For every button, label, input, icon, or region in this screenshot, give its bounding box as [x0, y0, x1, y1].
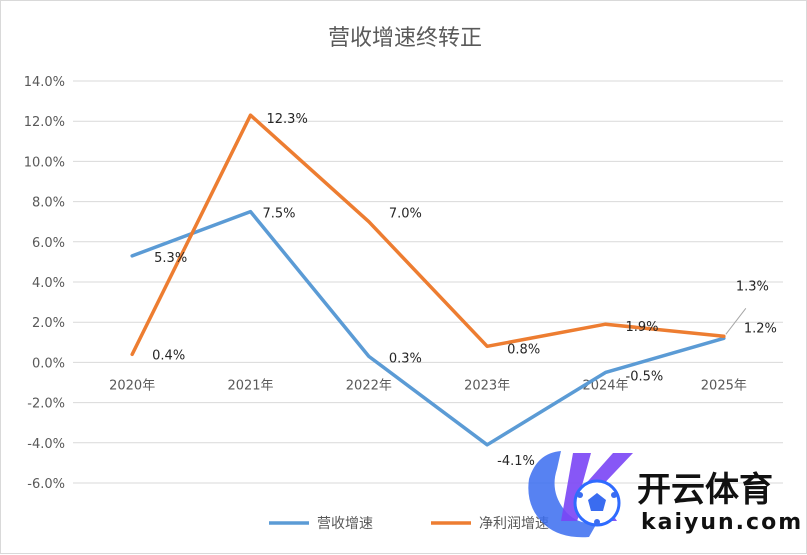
chart-title: 营收增速终转正: [328, 26, 482, 51]
y-tick-label: 0.0%: [32, 356, 65, 371]
x-tick-label: 2020年: [109, 378, 155, 393]
y-tick-label: 8.0%: [32, 196, 65, 211]
series-line-2: [130, 113, 726, 357]
data-label: 1.9%: [626, 320, 659, 335]
x-tick-label: 2024年: [582, 378, 628, 393]
series-line-1: [130, 209, 726, 447]
y-tick-label: -6.0%: [27, 477, 65, 492]
data-label: 1.2%: [744, 321, 777, 336]
data-label: 7.5%: [263, 207, 296, 222]
data-label: 0.3%: [389, 351, 422, 366]
x-axis-ticks: 2020年 2021年 2022年 2023年 2024年 2025年: [109, 378, 747, 393]
data-label: 12.3%: [267, 112, 308, 127]
y-tick-label: 14.0%: [24, 75, 65, 90]
y-tick-label: -4.0%: [27, 437, 65, 452]
watermark-brand-cn: 开云体育: [637, 470, 773, 510]
y-tick-label: 2.0%: [32, 316, 65, 331]
kaiyun-logo-icon: [528, 451, 633, 538]
data-label: 5.3%: [154, 251, 187, 266]
y-axis-ticks: 14.0% 12.0% 10.0% 8.0% 6.0% 4.0% 2.0% 0.0% -2.0%…: [24, 75, 65, 492]
x-tick-label: 2025年: [701, 378, 747, 393]
legend: 营收增速 净利润增速: [269, 516, 549, 532]
y-tick-label: -2.0%: [27, 397, 65, 412]
x-tick-label: 2023年: [464, 378, 510, 393]
y-tick-label: 12.0%: [24, 115, 65, 130]
legend-label: 净利润增速: [479, 516, 549, 532]
data-label: -0.5%: [626, 369, 664, 384]
x-tick-label: 2021年: [227, 378, 273, 393]
watermark-brand-en: kaiyun.com: [641, 510, 803, 535]
legend-label: 营收增速: [317, 516, 373, 532]
watermark: 开云体育 kaiyun.com: [528, 451, 803, 538]
data-label: 0.8%: [507, 342, 540, 357]
series-lines: [130, 113, 726, 447]
label-leader-line: [725, 307, 747, 335]
y-tick-label: 4.0%: [32, 276, 65, 291]
data-label: -4.1%: [497, 454, 535, 469]
data-label: 0.4%: [152, 348, 185, 363]
y-tick-label: 6.0%: [32, 236, 65, 251]
data-labels: 5.3% 7.5% 0.3% -4.1% -0.5% 1.2% 0.4% 12.3% 7.0% 0…: [152, 112, 777, 469]
x-tick-label: 2022年: [346, 378, 392, 393]
data-label: 7.0%: [389, 207, 422, 222]
y-tick-label: 10.0%: [24, 155, 65, 170]
data-label: 1.3%: [736, 279, 769, 294]
